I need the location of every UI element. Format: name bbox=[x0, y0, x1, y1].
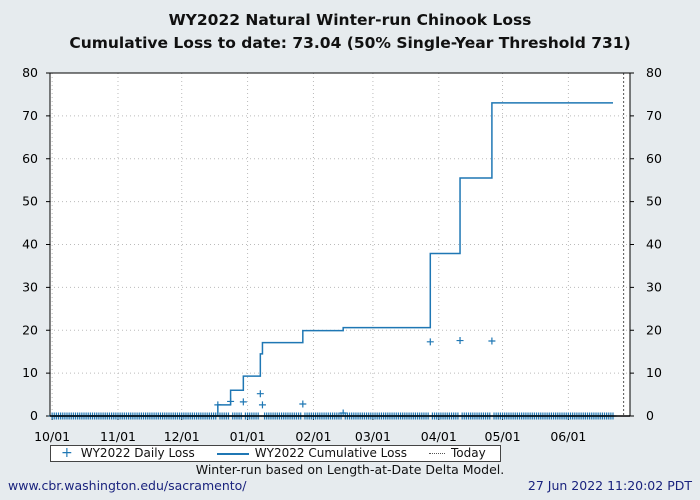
model-note: Winter-run based on Length-at-Date Delta… bbox=[195, 462, 505, 477]
legend-entry-daily: + WY2022 Daily Loss bbox=[61, 446, 195, 461]
y-tick-label: 20 bbox=[22, 322, 38, 337]
y-tick-label-right: 60 bbox=[646, 151, 662, 166]
y-tick-label-right: 20 bbox=[646, 322, 662, 337]
legend-daily-loss: WY2022 Daily Loss bbox=[80, 446, 195, 460]
grid bbox=[50, 73, 630, 416]
y-tick-label-right: 0 bbox=[646, 408, 654, 423]
axes: 0 0 10 10 20 20 30 30 40 40 50 50 60 60 70 70 80 80 10/01 1… bbox=[22, 65, 662, 444]
x-tick-label: 03/01 bbox=[355, 429, 391, 444]
y-tick-label-right: 40 bbox=[646, 237, 662, 252]
y-tick-label-right: 50 bbox=[646, 194, 662, 209]
daily-loss-point bbox=[258, 401, 266, 409]
cumulative-loss-line bbox=[52, 102, 614, 417]
x-tick-label: 10/01 bbox=[34, 429, 70, 444]
legend-plus-marker-icon: + bbox=[61, 445, 73, 461]
y-tick-label: 0 bbox=[30, 408, 38, 423]
y-tick-label-right: 10 bbox=[646, 365, 662, 380]
x-tick-label: 06/01 bbox=[550, 429, 586, 444]
chart-subtitle: Cumulative Loss to date: 73.04 (50% Sing… bbox=[69, 34, 631, 52]
legend-line-icon bbox=[216, 452, 249, 455]
legend: + WY2022 Daily Loss WY2022 Cumulative Lo… bbox=[50, 445, 501, 462]
chart-title: WY2022 Natural Winter-run Chinook Loss bbox=[168, 11, 532, 29]
x-tick-label: 12/01 bbox=[164, 429, 200, 444]
x-tick-label: 11/01 bbox=[100, 429, 136, 444]
legend-today: Today bbox=[450, 446, 486, 460]
y-tick-label-right: 80 bbox=[646, 65, 662, 80]
y-tick-label-right: 70 bbox=[646, 108, 662, 123]
y-tick-label: 40 bbox=[22, 237, 38, 252]
y-tick-label: 50 bbox=[22, 194, 38, 209]
daily-loss-point bbox=[456, 337, 464, 345]
y-tick-label: 10 bbox=[22, 365, 38, 380]
x-tick-label: 01/01 bbox=[230, 429, 266, 444]
legend-entry-today: Today bbox=[428, 446, 486, 461]
timestamp: 27 Jun 2022 11:20:02 PDT bbox=[527, 478, 692, 493]
x-tick-label: 05/01 bbox=[485, 429, 521, 444]
y-tick-label: 30 bbox=[22, 279, 38, 294]
x-tick-label: 04/01 bbox=[421, 429, 457, 444]
daily-loss-point bbox=[256, 390, 264, 398]
y-tick-label: 60 bbox=[22, 151, 38, 166]
x-tick-label: 02/01 bbox=[295, 429, 331, 444]
legend-entry-cumulative: WY2022 Cumulative Loss bbox=[216, 446, 407, 461]
y-tick-label-right: 30 bbox=[646, 279, 662, 294]
daily-loss-point bbox=[239, 398, 247, 406]
daily-loss-point bbox=[299, 400, 307, 408]
legend-cumulative-loss: WY2022 Cumulative Loss bbox=[254, 446, 407, 460]
source-url[interactable]: www.cbr.washington.edu/sacramento/ bbox=[8, 478, 247, 493]
y-tick-label: 70 bbox=[22, 108, 38, 123]
legend-dotted-line-icon bbox=[428, 453, 445, 454]
daily-loss-point bbox=[426, 338, 434, 346]
plot-frame bbox=[49, 72, 631, 417]
y-tick-label: 80 bbox=[22, 65, 38, 80]
daily-loss-point bbox=[488, 337, 496, 345]
